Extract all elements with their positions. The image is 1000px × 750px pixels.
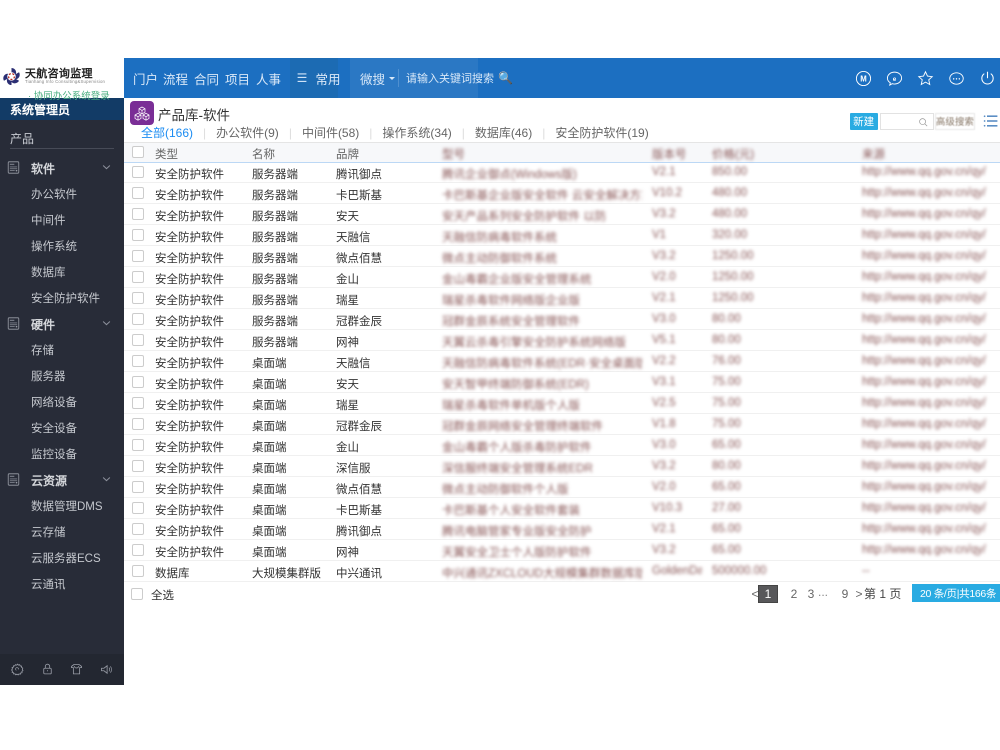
svg-text:M: M	[860, 74, 866, 83]
svg-text:e: e	[893, 75, 897, 82]
